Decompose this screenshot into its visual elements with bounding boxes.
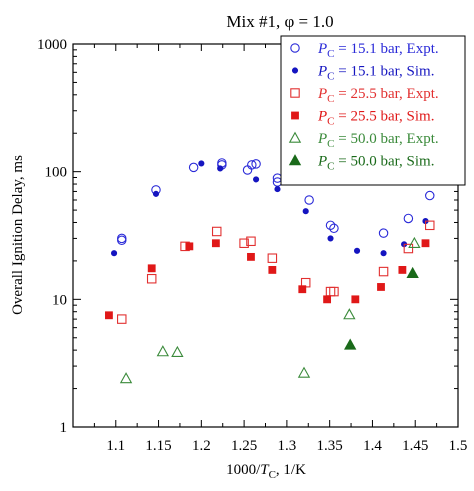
data-point bbox=[239, 238, 249, 248]
x-tick-label: 1.25 bbox=[231, 438, 257, 454]
x-tick-label: 1.15 bbox=[145, 438, 171, 454]
data-point bbox=[378, 266, 389, 277]
axis-tick-labels: 1.1 1.15 1.2 1.25 1.3 1.35 1.4 1.45 1.5 1 10 100 100… bbox=[37, 37, 467, 454]
data-point bbox=[251, 159, 261, 169]
data-point bbox=[152, 190, 160, 197]
data-point bbox=[247, 252, 255, 261]
data-point bbox=[246, 236, 256, 247]
data-point bbox=[380, 250, 387, 257]
data-point bbox=[323, 295, 332, 304]
data-point bbox=[217, 165, 224, 172]
data-point bbox=[156, 345, 170, 357]
data-point bbox=[421, 239, 430, 248]
legend-marker bbox=[291, 111, 299, 120]
data-point bbox=[117, 233, 127, 244]
data-point bbox=[117, 235, 127, 246]
legend-entry-label: PC = 15.1 bar, Expt. bbox=[317, 41, 439, 60]
legend-marker bbox=[288, 131, 302, 143]
data-point bbox=[302, 208, 309, 215]
y-axis-title: Overall Ignition Delay, ms bbox=[10, 155, 26, 315]
y-tick-label: 1 bbox=[60, 420, 68, 436]
y-tick-label: 1000 bbox=[37, 37, 67, 53]
data-point bbox=[253, 176, 260, 183]
data-point bbox=[117, 314, 127, 324]
data-point bbox=[267, 253, 278, 263]
data-point bbox=[408, 236, 421, 248]
data-point bbox=[343, 308, 356, 320]
legend-marker bbox=[290, 43, 300, 53]
legend-entry-label: PC = 25.5 bar, Expt. bbox=[317, 86, 439, 105]
data-point bbox=[188, 162, 199, 173]
legend-marker bbox=[290, 88, 300, 98]
data-point bbox=[274, 186, 281, 193]
data-point bbox=[403, 243, 414, 254]
data-point bbox=[211, 226, 222, 237]
data-point bbox=[298, 285, 307, 294]
legend-marker bbox=[291, 67, 299, 74]
data-markers bbox=[105, 158, 435, 384]
data-point bbox=[105, 311, 113, 320]
data-point bbox=[147, 264, 156, 273]
legend-marker bbox=[288, 154, 302, 166]
y-tick-label: 10 bbox=[52, 292, 67, 308]
data-point bbox=[325, 220, 336, 231]
data-point bbox=[304, 195, 314, 205]
x-tick-label: 1.35 bbox=[317, 438, 343, 454]
data-point bbox=[198, 160, 205, 167]
data-point bbox=[329, 286, 339, 297]
data-point bbox=[171, 345, 184, 358]
legend-entry-label: PC = 50.0 bar, Expt. bbox=[317, 131, 439, 150]
x-tick-label: 1.3 bbox=[278, 438, 297, 454]
x-tick-label: 1.2 bbox=[192, 438, 211, 454]
data-point bbox=[329, 223, 339, 234]
data-point bbox=[119, 372, 133, 384]
legend-box bbox=[280, 35, 466, 186]
data-point bbox=[353, 247, 361, 254]
data-point bbox=[425, 190, 435, 201]
data-point bbox=[211, 239, 220, 248]
data-point bbox=[406, 266, 419, 279]
data-point bbox=[327, 235, 334, 242]
data-point bbox=[297, 366, 311, 378]
legend-entry-label: PC = 50.0 bar, Sim. bbox=[317, 154, 434, 173]
data-point bbox=[325, 286, 336, 297]
x-tick-label: 1.45 bbox=[402, 438, 428, 454]
data-point bbox=[185, 242, 194, 251]
data-point bbox=[425, 220, 435, 231]
data-point bbox=[242, 165, 253, 175]
data-point bbox=[378, 228, 389, 238]
x-axis-title: 1000/TC, 1/K bbox=[226, 462, 306, 481]
data-point bbox=[268, 266, 277, 274]
data-point bbox=[403, 213, 414, 224]
chart-title: Mix #1, φ = 1.0 bbox=[226, 12, 333, 31]
legend: PC = 15.1 bar, Expt. PC = 15.1 bar, Sim. P… bbox=[280, 35, 466, 186]
data-point bbox=[110, 250, 118, 257]
legend-entry-label: PC = 15.1 bar, Sim. bbox=[317, 64, 434, 83]
data-point bbox=[398, 266, 407, 274]
x-tick-label: 1.4 bbox=[363, 438, 382, 454]
x-tick-label: 1.5 bbox=[449, 438, 468, 454]
data-point bbox=[344, 338, 357, 350]
y-tick-label: 100 bbox=[45, 165, 68, 181]
data-point bbox=[377, 283, 385, 291]
data-point bbox=[146, 273, 157, 284]
x-tick-label: 1.1 bbox=[106, 438, 125, 454]
data-point bbox=[351, 295, 360, 304]
legend-entry-label: PC = 25.5 bar, Sim. bbox=[317, 109, 434, 128]
